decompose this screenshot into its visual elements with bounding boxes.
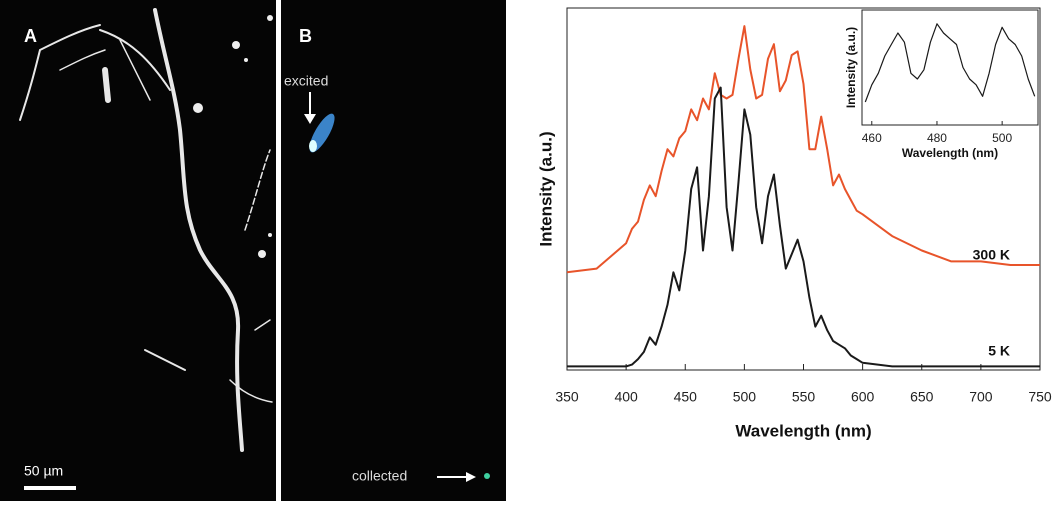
x-tick-label: 600: [851, 389, 875, 405]
panel-label: B: [299, 26, 312, 46]
arrow-head: [466, 472, 476, 482]
x-tick-label: 550: [792, 389, 816, 405]
x-tick-label: 400: [614, 389, 638, 405]
excitation-spot: [309, 140, 317, 152]
x-tick-label: 480: [927, 131, 947, 145]
collected-label: collected: [352, 468, 407, 484]
series-label: 300 K: [973, 247, 1010, 263]
x-tick-label: 650: [910, 389, 934, 405]
x-tick-label: 350: [555, 389, 579, 405]
arrow-head: [304, 114, 316, 124]
y-axis-label: Intensity (a.u.): [844, 27, 858, 108]
x-tick-label: 500: [733, 389, 757, 405]
x-tick-label: 460: [862, 131, 882, 145]
scale-bar: [24, 486, 76, 490]
series-label: 5 K: [988, 343, 1010, 359]
x-axis-label: Wavelength (nm): [735, 421, 871, 440]
series-line: [567, 86, 1040, 368]
series-line: [864, 23, 1036, 103]
fibers: [19, 8, 273, 452]
scale-bar-label: 50 µm: [24, 463, 63, 479]
excited-label: excited: [284, 73, 328, 89]
x-tick-label: 500: [992, 131, 1012, 145]
x-axis-label: Wavelength (nm): [902, 146, 998, 160]
collected-spot: [484, 473, 490, 479]
micrograph-b: [281, 0, 506, 501]
x-tick-label: 750: [1028, 389, 1052, 405]
x-tick-label: 700: [969, 389, 993, 405]
series-line: [566, 25, 1040, 274]
y-axis-label: Intensity (a.u.): [536, 131, 555, 246]
plot-area: [861, 9, 1039, 126]
panel-label: A: [24, 26, 37, 46]
particles: [193, 15, 273, 258]
micrograph-a: [0, 0, 276, 501]
x-tick-label: 450: [674, 389, 698, 405]
